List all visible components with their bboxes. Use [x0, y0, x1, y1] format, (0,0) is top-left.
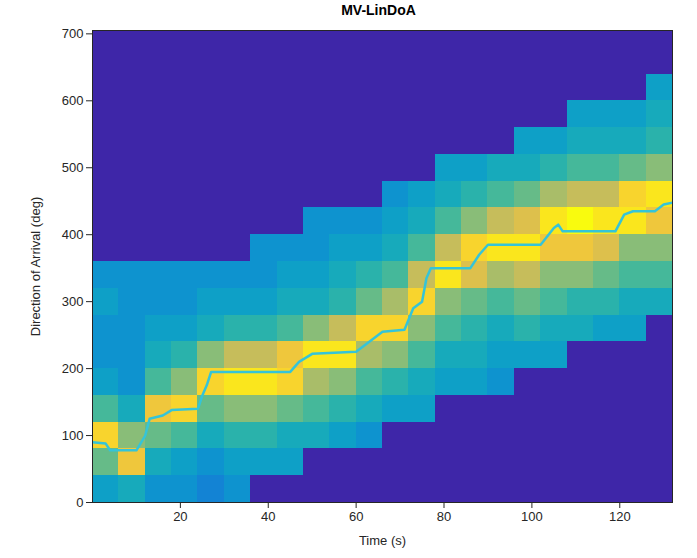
- svg-text:0: 0: [76, 495, 83, 510]
- svg-text:300: 300: [62, 294, 84, 309]
- svg-text:Direction of Arrival (deg): Direction of Arrival (deg): [28, 197, 43, 336]
- svg-text:120: 120: [609, 509, 631, 524]
- svg-text:Time (s): Time (s): [359, 533, 406, 548]
- svg-text:60: 60: [349, 509, 363, 524]
- svg-text:500: 500: [62, 160, 84, 175]
- svg-text:100: 100: [521, 509, 543, 524]
- svg-text:400: 400: [62, 227, 84, 242]
- html-text:MV-LinDoA: MV-LinDoA: [341, 2, 416, 18]
- svg-text:80: 80: [437, 509, 451, 524]
- svg-text:200: 200: [62, 361, 84, 376]
- svg-text:20: 20: [173, 509, 187, 524]
- svg-text:100: 100: [62, 428, 84, 443]
- svg-text:600: 600: [62, 93, 84, 108]
- svg-text:40: 40: [261, 509, 275, 524]
- svg-text:700: 700: [62, 26, 84, 41]
